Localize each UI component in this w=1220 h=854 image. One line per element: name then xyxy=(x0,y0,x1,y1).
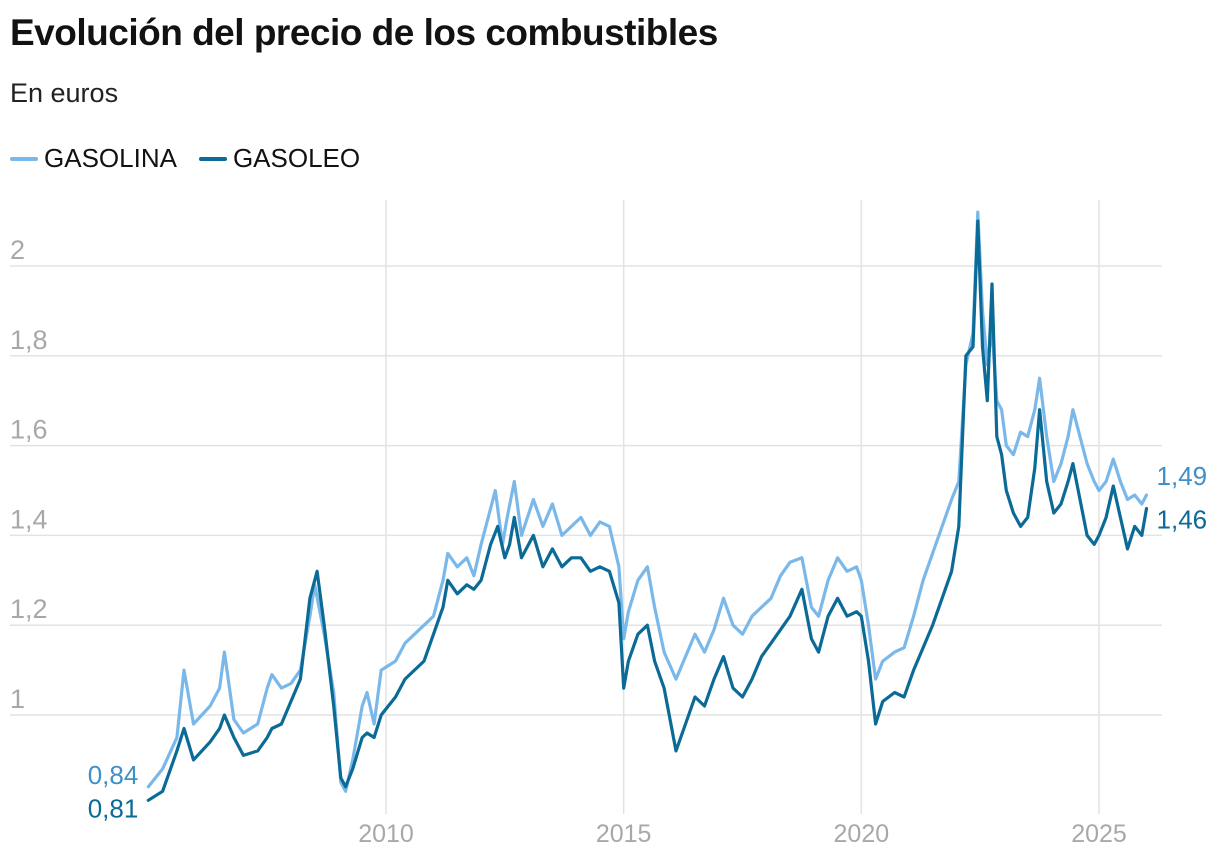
series-line-gasolina xyxy=(146,210,1149,793)
legend-swatch-gasoleo xyxy=(198,156,227,161)
legend-label-gasoleo: GASOLEO xyxy=(232,143,361,173)
legend: GASOLINA GASOLEO xyxy=(10,143,382,174)
x-tick-label: 2020 xyxy=(834,820,890,848)
chart-title: Evolución del precio de los combustibles xyxy=(10,12,718,53)
start-label-gasolina: 0,84 xyxy=(88,760,139,790)
legend-label-gasolina: GASOLINA xyxy=(44,143,177,173)
x-tick-label: 2010 xyxy=(358,820,414,848)
legend-swatch-gasolina xyxy=(10,156,38,161)
series-lines xyxy=(146,210,1149,802)
start-label-gasoleo: 0,81 xyxy=(88,793,139,823)
y-tick-label: 1,8 xyxy=(10,325,48,355)
y-tick-label: 1,6 xyxy=(10,415,48,445)
series-line-gasoleo xyxy=(146,219,1149,802)
y-tick-label: 1 xyxy=(10,684,25,714)
y-tick-label: 1,4 xyxy=(10,504,48,534)
end-label-gasoleo: 1,46 xyxy=(1157,504,1208,534)
y-tick-label: 2 xyxy=(10,235,25,265)
x-tick-label: 2025 xyxy=(1071,820,1127,848)
gridlines xyxy=(10,200,1162,814)
series-end-labels: 0,84 1,49 0,81 1,46 xyxy=(88,461,1207,823)
y-axis: 1 1,2 1,4 1,6 1,8 2 xyxy=(10,235,48,714)
x-axis: 2010 2015 2020 2025 xyxy=(358,820,1127,848)
x-tick-label: 2015 xyxy=(596,820,652,848)
legend-item-gasolina: GASOLINA xyxy=(10,143,177,174)
end-label-gasolina: 1,49 xyxy=(1157,461,1208,491)
legend-item-gasoleo: GASOLEO xyxy=(198,143,361,174)
chart-subtitle: En euros xyxy=(10,78,119,108)
y-tick-label: 1,2 xyxy=(10,594,48,624)
